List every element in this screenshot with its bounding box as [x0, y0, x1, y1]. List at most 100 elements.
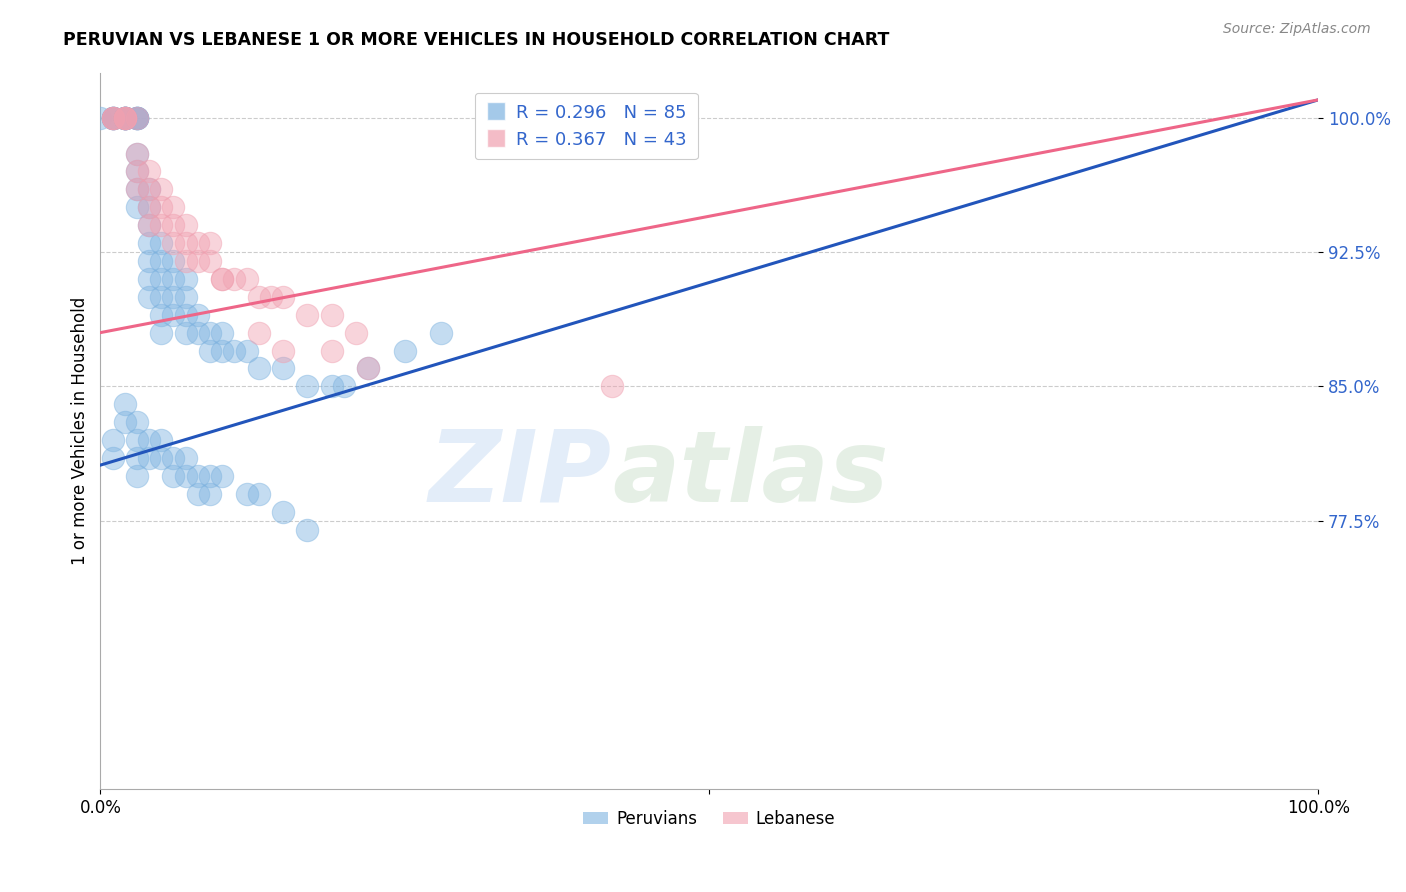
Point [114, 111, 136, 125]
Point [224, 343, 246, 358]
Point [162, 254, 184, 268]
Point [150, 200, 173, 214]
Legend: Peruvians, Lebanese: Peruvians, Lebanese [576, 804, 842, 835]
Point [125, 111, 148, 125]
Point [150, 433, 173, 447]
Point [125, 182, 148, 196]
Point [125, 111, 148, 125]
Point [138, 450, 160, 465]
Point [114, 111, 136, 125]
Point [235, 272, 257, 286]
Point [114, 111, 136, 125]
Point [211, 272, 233, 286]
Point [297, 308, 319, 322]
Point [114, 111, 136, 125]
Point [174, 326, 197, 340]
Point [89, 111, 111, 125]
Point [235, 487, 257, 501]
Point [187, 254, 209, 268]
Point [125, 111, 148, 125]
Point [150, 218, 173, 232]
Point [235, 343, 257, 358]
Point [138, 290, 160, 304]
Point [247, 487, 270, 501]
Point [150, 254, 173, 268]
Point [150, 182, 173, 196]
Point [125, 146, 148, 161]
Point [247, 361, 270, 376]
Point [333, 379, 356, 393]
Point [271, 290, 294, 304]
Point [271, 505, 294, 519]
Point [271, 343, 294, 358]
Point [125, 164, 148, 178]
Point [162, 468, 184, 483]
Point [162, 218, 184, 232]
Point [211, 272, 233, 286]
Point [162, 308, 184, 322]
Point [211, 468, 233, 483]
Point [150, 290, 173, 304]
Point [174, 290, 197, 304]
Point [357, 361, 380, 376]
Text: Source: ZipAtlas.com: Source: ZipAtlas.com [1223, 22, 1371, 37]
Point [260, 290, 283, 304]
Point [101, 111, 124, 125]
Point [125, 415, 148, 429]
Point [430, 326, 453, 340]
Point [297, 379, 319, 393]
Point [162, 450, 184, 465]
Point [150, 272, 173, 286]
Point [271, 361, 294, 376]
Point [114, 111, 136, 125]
Point [101, 111, 124, 125]
Point [125, 433, 148, 447]
Point [321, 343, 343, 358]
Point [138, 164, 160, 178]
Point [125, 164, 148, 178]
Point [174, 450, 197, 465]
Point [198, 254, 221, 268]
Point [138, 236, 160, 251]
Point [101, 111, 124, 125]
Point [394, 343, 416, 358]
Point [150, 450, 173, 465]
Point [162, 200, 184, 214]
Point [138, 218, 160, 232]
Point [101, 450, 124, 465]
Point [138, 200, 160, 214]
Point [101, 111, 124, 125]
Point [187, 326, 209, 340]
Point [138, 200, 160, 214]
Point [114, 397, 136, 411]
Point [114, 111, 136, 125]
Point [600, 379, 623, 393]
Point [101, 111, 124, 125]
Point [344, 326, 367, 340]
Point [125, 200, 148, 214]
Point [198, 487, 221, 501]
Point [211, 326, 233, 340]
Point [174, 468, 197, 483]
Point [150, 236, 173, 251]
Point [198, 326, 221, 340]
Point [114, 111, 136, 125]
Text: atlas: atlas [612, 425, 889, 523]
Text: ZIP: ZIP [429, 425, 612, 523]
Point [114, 415, 136, 429]
Point [114, 111, 136, 125]
Point [187, 487, 209, 501]
Point [211, 343, 233, 358]
Point [174, 218, 197, 232]
Point [114, 111, 136, 125]
Point [357, 361, 380, 376]
Point [174, 308, 197, 322]
Point [138, 433, 160, 447]
Point [187, 308, 209, 322]
Point [101, 111, 124, 125]
Point [297, 523, 319, 537]
Point [224, 272, 246, 286]
Point [114, 111, 136, 125]
Point [162, 236, 184, 251]
Point [174, 236, 197, 251]
